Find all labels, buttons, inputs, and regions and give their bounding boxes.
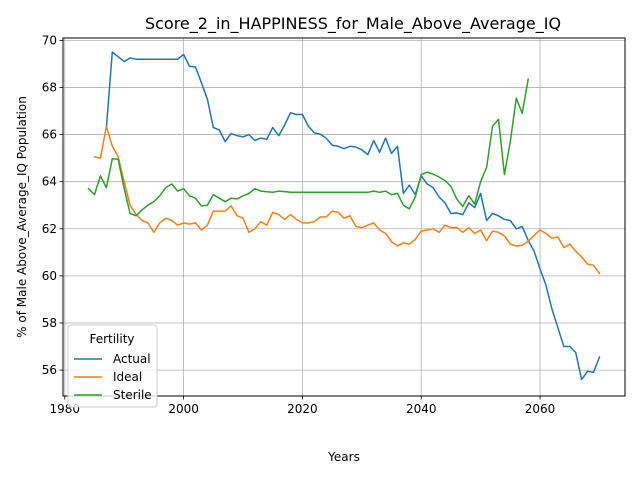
plot-area-frame — [62, 37, 626, 397]
y-axis-label: % of Male Above_Average_IQ Population — [15, 96, 29, 338]
y-tick-label: 60 — [42, 269, 57, 283]
y-tick-label: 68 — [42, 80, 57, 94]
series-line-sterile — [87, 78, 530, 217]
x-tick-label: 2040 — [406, 402, 437, 416]
chart-title: Score_2_in_HAPPINESS_for_Male_Above_Aver… — [145, 14, 561, 34]
y-tick-label: 66 — [42, 128, 57, 142]
x-tick-label: 2020 — [287, 402, 318, 416]
legend-box — [67, 324, 158, 408]
legend-label-ideal: Ideal — [113, 370, 142, 384]
legend-label-sterile: Sterile — [113, 388, 152, 402]
legend-title: Fertility — [89, 332, 134, 346]
y-tick-label: 70 — [42, 33, 57, 47]
legend-items: Actual Ideal Sterile — [74, 352, 152, 402]
y-tick-label: 56 — [42, 363, 57, 377]
x-tick-label: 2000 — [168, 402, 199, 416]
y-axis-ticks: 56 58 60 62 64 66 68 70 — [42, 33, 63, 377]
legend-label-actual: Actual — [113, 352, 151, 366]
y-tick-label: 62 — [42, 222, 57, 236]
y-tick-label: 58 — [42, 316, 57, 330]
x-axis-ticks: 1980 2000 2020 2040 2060 — [50, 396, 556, 416]
y-tick-label: 64 — [42, 175, 57, 189]
x-axis-label: Years — [327, 450, 360, 464]
series-lines — [87, 51, 601, 381]
legend: Fertility Actual Ideal Sterile — [67, 324, 158, 408]
series-line-actual — [105, 51, 601, 381]
series-line-ideal — [93, 125, 601, 275]
x-tick-label: 2060 — [525, 402, 556, 416]
